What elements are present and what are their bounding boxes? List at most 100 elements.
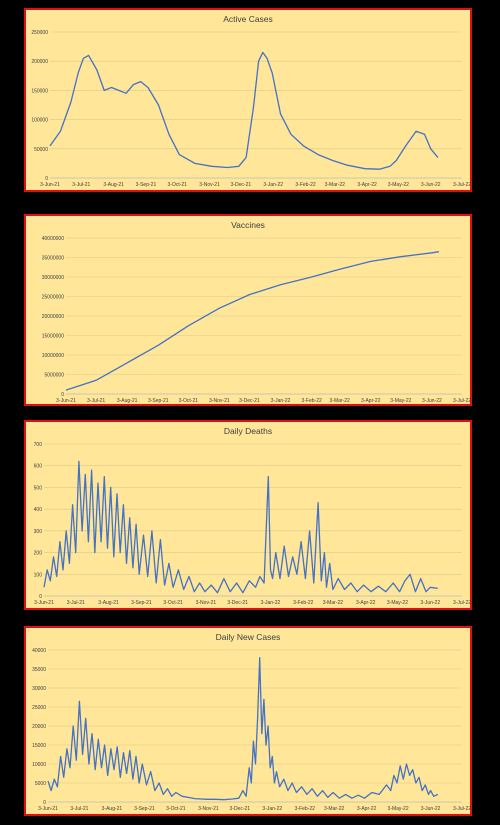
- x-tick-label: 3-Feb-22: [301, 398, 322, 404]
- x-tick-label: 3-Oct-21: [168, 182, 188, 188]
- y-tick-label: 200000: [31, 59, 48, 65]
- x-tick-label: 3-Aug-21: [102, 806, 123, 812]
- x-tick-label: 3-Oct-21: [179, 398, 199, 404]
- x-tick-label: 3-Dec-21: [231, 182, 252, 188]
- x-tick-label: 3-Aug-21: [103, 182, 124, 188]
- x-tick-label: 3-Dec-21: [230, 806, 251, 812]
- chart-title: Active Cases: [223, 14, 273, 24]
- x-tick-label: 3-Feb-22: [295, 182, 316, 188]
- x-tick-label: 3-May-22: [388, 806, 409, 812]
- y-tick-label: 10000000: [42, 353, 64, 359]
- chart-title: Vaccines: [231, 220, 265, 230]
- x-tick-label: 3-Mar-22: [325, 182, 346, 188]
- y-tick-label: 20000: [32, 724, 46, 730]
- x-tick-label: 3-Dec-21: [227, 600, 248, 606]
- series-line: [47, 656, 439, 801]
- y-tick-label: 50000: [34, 147, 48, 153]
- daily-new-cases-chart-panel: Daily New Cases 0 5000 10000 15000 20000 2500…: [24, 626, 472, 816]
- y-tick-label: 25000000: [42, 295, 64, 301]
- y-tick-label: 250000: [31, 30, 48, 36]
- y-tick-label: 0: [45, 176, 48, 182]
- daily-deaths-chart-panel: Daily Deaths 0 100 200 300 400 500 600 700 3-Jun…: [24, 420, 472, 610]
- x-tick-label: 3-May-22: [387, 600, 408, 606]
- x-tick-label: 3-Jun-21: [40, 182, 60, 188]
- x-tick-label: 3-Jun-21: [38, 806, 58, 812]
- y-tick-label: 100000: [31, 118, 48, 124]
- y-tick-label: 35000000: [42, 256, 64, 262]
- x-tick-label: 3-Apr-22: [357, 182, 377, 188]
- x-tick-label: 3-Jul-22: [453, 806, 471, 812]
- x-tick-label: 3-Jul-21: [67, 600, 85, 606]
- x-tick-label: 3-Feb-22: [293, 600, 314, 606]
- y-tick-label: 15000: [32, 743, 46, 749]
- y-tick-label: 40000000: [42, 236, 64, 242]
- x-tick-label: 3-Sep-21: [134, 806, 155, 812]
- x-tick-label: 3-Jun-22: [421, 806, 441, 812]
- x-tick-label: 3-Jun-22: [420, 600, 440, 606]
- y-tick-label: 25000: [32, 705, 46, 711]
- y-tick-label: 600: [34, 464, 43, 470]
- x-tick-label: 3-Nov-21: [196, 600, 217, 606]
- y-tick-label: 500: [34, 485, 43, 491]
- x-tick-label: 3-Jun-22: [421, 182, 441, 188]
- y-tick-label: 700: [34, 442, 43, 448]
- x-tick-label: 3-Jul-21: [72, 182, 90, 188]
- x-tick-label: 3-Jul-22: [453, 398, 471, 404]
- x-tick-label: 3-Jul-22: [453, 182, 471, 188]
- x-tick-label: 3-Oct-21: [166, 806, 186, 812]
- series-line: [65, 251, 440, 391]
- x-tick-label: 3-Apr-22: [356, 600, 376, 606]
- y-tick-label: 0: [43, 800, 46, 806]
- x-tick-label: 3-Aug-21: [117, 398, 138, 404]
- x-tick-label: 3-Dec-21: [239, 398, 260, 404]
- y-tick-label: 400: [34, 507, 43, 513]
- x-tick-label: 3-Mar-22: [323, 600, 344, 606]
- x-tick-label: 3-Jun-21: [34, 600, 54, 606]
- x-tick-label: 3-Oct-21: [163, 600, 183, 606]
- y-tick-label: 200: [34, 551, 43, 557]
- x-tick-label: 3-Aug-21: [98, 600, 119, 606]
- x-tick-label: 3-Nov-21: [198, 806, 219, 812]
- y-tick-label: 20000000: [42, 314, 64, 320]
- y-tick-label: 35000: [32, 667, 46, 673]
- y-tick-label: 0: [61, 392, 64, 398]
- x-tick-label: 3-Nov-21: [209, 398, 230, 404]
- y-tick-label: 15000000: [42, 334, 64, 340]
- y-tick-label: 300: [34, 529, 43, 535]
- x-tick-label: 3-Feb-22: [295, 806, 316, 812]
- x-tick-label: 3-Sep-21: [148, 398, 169, 404]
- x-tick-label: 3-Jun-21: [56, 398, 76, 404]
- x-tick-label: 3-Sep-21: [136, 182, 157, 188]
- active-cases-chart: 0 50000 100000 150000 200000 250000 3-Jun-21 3-…: [31, 30, 471, 188]
- y-tick-label: 10000: [32, 762, 46, 768]
- x-tick-label: 3-Apr-22: [361, 398, 381, 404]
- x-tick-label: 3-Mar-22: [324, 806, 345, 812]
- x-tick-label: 3-Jul-21: [70, 806, 88, 812]
- y-tick-label: 5000: [35, 781, 46, 787]
- x-tick-label: 3-Jan-22: [261, 600, 281, 606]
- vaccines-chart: 0 5000000 10000000 15000000 20000000 25000000…: [42, 236, 471, 404]
- series-line: [43, 460, 438, 594]
- y-tick-label: 5000000: [45, 373, 65, 379]
- daily-deaths-chart: 0 100 200 300 400 500 600 700 3-Jun-21 3-Jul-21 3-…: [34, 442, 472, 606]
- x-tick-label: 3-Mar-22: [330, 398, 351, 404]
- x-tick-label: 3-Jun-22: [422, 398, 442, 404]
- y-tick-label: 30000: [32, 686, 46, 692]
- x-tick-label: 3-Jan-22: [262, 806, 282, 812]
- x-tick-label: 3-May-22: [388, 182, 409, 188]
- y-tick-label: 40000: [32, 648, 46, 654]
- x-tick-label: 3-Jul-21: [87, 398, 105, 404]
- x-tick-label: 3-Sep-21: [131, 600, 152, 606]
- x-tick-label: 3-Jan-22: [271, 398, 291, 404]
- active-cases-chart-panel: Active Cases 0 50000 100000 150000 200000 250…: [24, 8, 472, 192]
- y-tick-label: 100: [34, 572, 43, 578]
- x-tick-label: 3-Jul-22: [453, 600, 471, 606]
- x-tick-label: 3-May-22: [390, 398, 411, 404]
- x-tick-label: 3-Nov-21: [199, 182, 220, 188]
- x-tick-label: 3-Jan-22: [263, 182, 283, 188]
- series-line: [49, 51, 439, 170]
- chart-title: Daily New Cases: [215, 632, 281, 642]
- y-tick-label: 30000000: [42, 275, 64, 281]
- y-tick-label: 150000: [31, 88, 48, 94]
- x-tick-label: 3-Apr-22: [357, 806, 377, 812]
